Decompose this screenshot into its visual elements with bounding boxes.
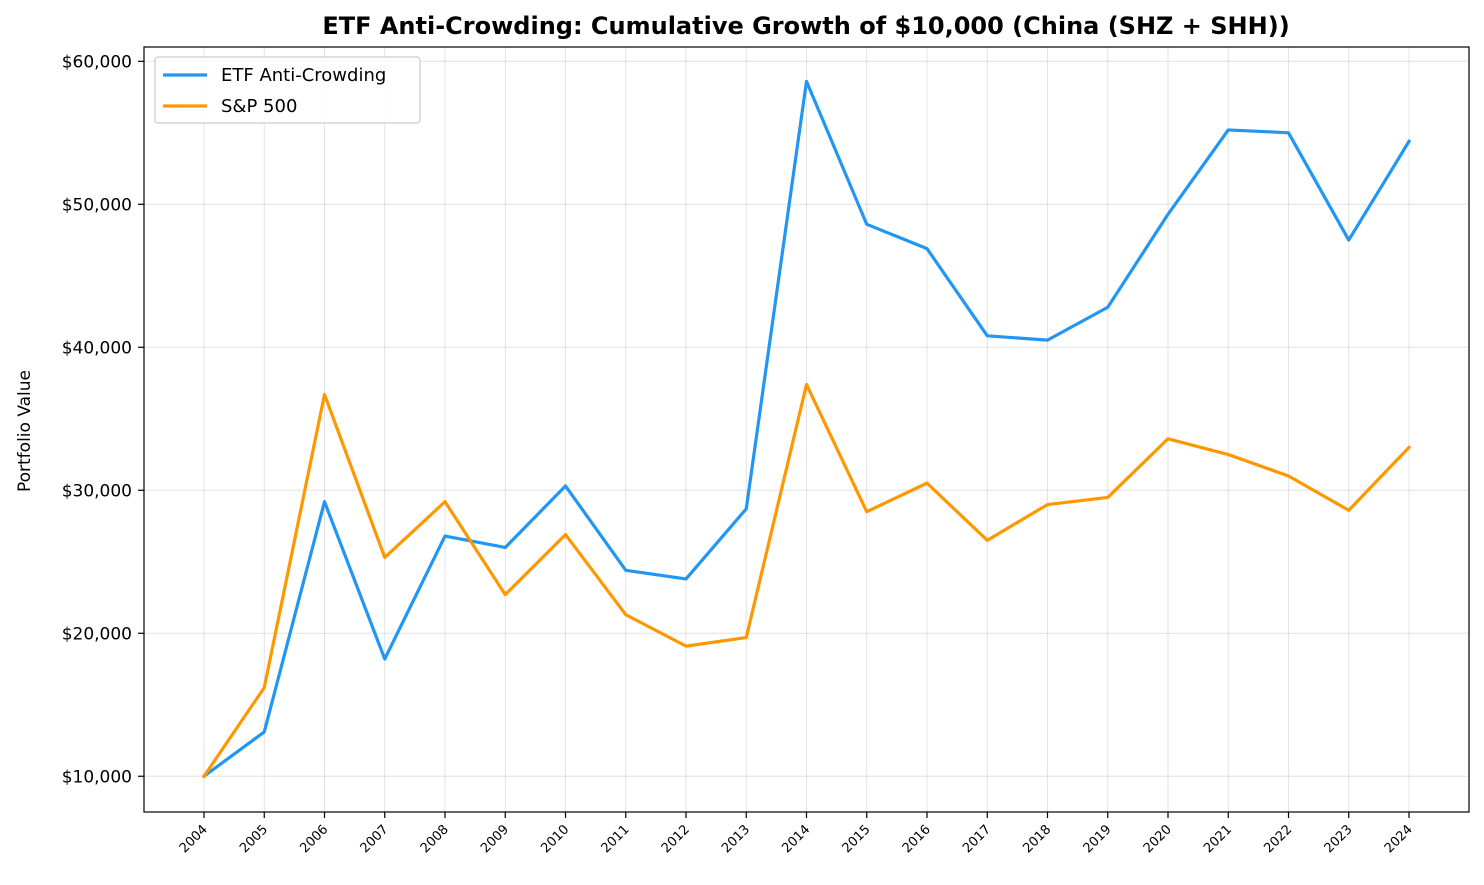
series-line-etf-anti-crowding — [201, 79, 1412, 779]
x-tick-label: 2014 — [779, 822, 813, 856]
legend: ETF Anti-Crowding S&P 500 — [154, 56, 421, 124]
x-tick-label: 2006 — [297, 822, 331, 856]
series-layer — [201, 79, 1412, 779]
x-tick-label: 2015 — [840, 822, 874, 856]
chart-title: ETF Anti-Crowding: Cumulative Growth of … — [322, 12, 1289, 40]
x-tick-label: 2013 — [719, 822, 753, 856]
y-tick-label: $30,000 — [62, 481, 132, 501]
x-tick-label: 2005 — [237, 822, 271, 856]
x-tick-label: 2022 — [1261, 822, 1295, 856]
x-tick-label: 2018 — [1020, 822, 1054, 856]
x-tick-label: 2010 — [538, 822, 572, 856]
x-tick-label: 2004 — [177, 822, 211, 856]
x-tick-label: 2007 — [358, 822, 392, 856]
x-tick-label: 2021 — [1201, 822, 1235, 856]
x-tick-label: 2016 — [900, 822, 934, 856]
x-tick-label: 2012 — [659, 822, 693, 856]
x-tick-label: 2017 — [960, 822, 994, 856]
series-line-sp500 — [201, 382, 1412, 779]
legend-label: S&P 500 — [221, 96, 297, 117]
y-axis-ticks: $10,000 $20,000 $30,000 $40,000 $50,000 $60,0… — [62, 52, 144, 787]
legend-label: ETF Anti-Crowding — [221, 65, 386, 86]
legend-box — [154, 56, 421, 124]
y-tick-label: $40,000 — [62, 338, 132, 358]
x-axis-ticks: 2004 2005 2006 2007 2008 2009 2010 2011 2012 2013… — [177, 812, 1416, 856]
y-tick-label: $20,000 — [62, 624, 132, 644]
x-tick-label: 2024 — [1382, 822, 1416, 856]
grid-layer — [144, 47, 1469, 812]
x-tick-label: 2009 — [478, 822, 512, 856]
y-tick-label: $50,000 — [62, 195, 132, 215]
y-tick-label: $10,000 — [62, 767, 132, 787]
y-axis-label: Portfolio Value — [15, 370, 35, 492]
x-tick-label: 2019 — [1081, 822, 1115, 856]
x-tick-label: 2008 — [418, 822, 452, 856]
x-tick-label: 2011 — [599, 822, 633, 856]
x-tick-label: 2023 — [1322, 822, 1356, 856]
x-tick-label: 2020 — [1141, 822, 1175, 856]
y-tick-label: $60,000 — [62, 52, 132, 72]
